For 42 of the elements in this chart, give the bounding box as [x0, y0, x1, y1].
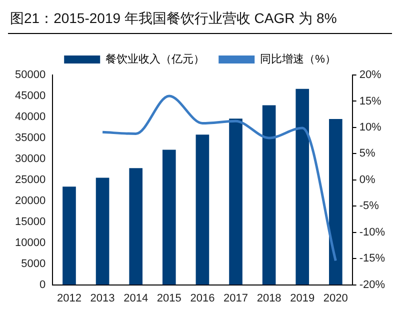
x-tick-label: 2017 [224, 292, 248, 304]
y-tick-label: 40000 [14, 110, 46, 123]
y2-tick-label: -10% [359, 226, 386, 238]
bar [329, 119, 342, 285]
bar [229, 118, 242, 285]
y2-tick-label: 0% [359, 174, 376, 186]
y-tick-label: 5000 [21, 258, 46, 270]
y-tick-label: 10000 [14, 236, 46, 249]
y-tick-label: 25000 [14, 174, 46, 186]
line-series [101, 94, 337, 262]
x-tick-label: 2020 [323, 292, 348, 304]
bar [196, 134, 210, 285]
y2-tick-label: 5% [359, 148, 376, 160]
x-tick-label: 2012 [57, 292, 82, 304]
y2-tick-label: 10% [359, 121, 382, 134]
y2-tick-label: 20% [359, 69, 382, 82]
bar [262, 105, 276, 285]
x-tick-label: 2013 [90, 292, 115, 304]
x-tick-label: 2014 [124, 292, 148, 304]
y-tick-label: 50000 [14, 69, 46, 82]
y-tick-label: 45000 [14, 90, 46, 102]
bar [96, 178, 110, 285]
chart-title: 图21：2015-2019 年我国餐饮行业营收 CAGR 为 8% [8, 8, 392, 34]
x-tick-label: 2018 [256, 292, 282, 304]
y-tick-label: 15000 [14, 216, 46, 228]
bar [296, 88, 310, 285]
y2-tick-label: -20% [359, 278, 386, 291]
y2-tick-label: -5% [359, 200, 380, 212]
y-tick-label: 30000 [14, 152, 46, 165]
y-tick-label: 20000 [14, 194, 46, 207]
legend-label: 同比增速（%） [260, 52, 336, 66]
y2-tick-label: 15% [359, 95, 382, 108]
x-tick-label: 2016 [190, 292, 215, 304]
legend-label: 餐饮业收入（亿元） [106, 52, 205, 66]
x-tick-label: 2019 [290, 292, 315, 304]
bar [129, 168, 143, 285]
y2-tick-label: -15% [359, 252, 386, 265]
bar [62, 186, 76, 285]
y-tick-label: 0 [39, 278, 46, 291]
x-tick-label: 2015 [156, 292, 182, 304]
y-tick-label: 35000 [14, 132, 46, 144]
bar [162, 150, 176, 285]
